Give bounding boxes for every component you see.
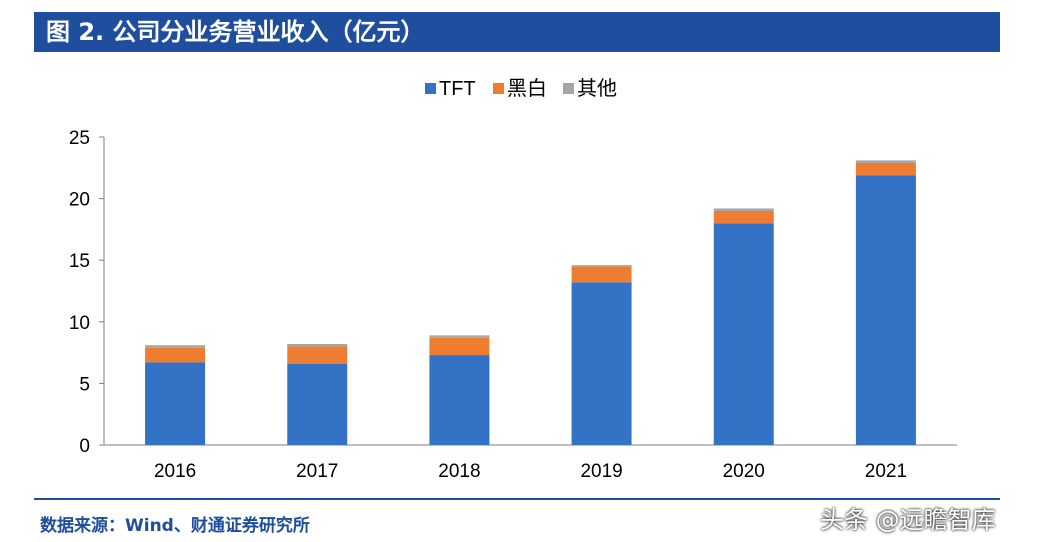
data-source-note: 数据来源：Wind、财通证券研究所 [40, 516, 310, 536]
chart-bars [145, 160, 916, 445]
x-tick-label: 2017 [296, 461, 338, 482]
y-tick-label: 20 [69, 190, 90, 211]
stacked-bar-chart: TFT 黑白 其他 0 5 10 15 20 25 2016 2017 2018 2019 2020 20… [69, 77, 957, 482]
bar-2021-其他 [855, 160, 916, 163]
bar-2018-TFT [429, 355, 490, 445]
watermark-text: 头条 @远瞻智库 [820, 506, 996, 534]
figure-title-bar: 图 2. 公司分业务营业收入（亿元） [34, 12, 1000, 52]
y-tick-label: 15 [69, 251, 90, 272]
bar-2019-TFT [571, 282, 632, 445]
bar-2017-其他 [287, 343, 348, 347]
bar-2017-TFT [287, 363, 348, 445]
figure-title: 图 2. 公司分业务营业收入（亿元） [46, 18, 425, 46]
y-tick-label: 5 [79, 374, 90, 395]
x-tick-label: 2021 [865, 461, 907, 482]
legend-label-其他: 其他 [577, 77, 617, 100]
legend-label-黑白: 黑白 [507, 77, 547, 100]
y-tick-label: 10 [69, 313, 90, 334]
x-tick-label: 2016 [154, 461, 196, 482]
bar-2021-黑白 [855, 162, 916, 176]
bar-2018-黑白 [429, 337, 490, 356]
bar-2016-TFT [145, 362, 206, 445]
bar-2017-黑白 [287, 346, 348, 364]
bar-2020-TFT [713, 223, 774, 445]
legend-swatch-TFT [425, 83, 436, 94]
chart-legend: TFT 黑白 其他 [425, 77, 617, 100]
bar-2018-其他 [429, 335, 490, 338]
x-tick-label: 2020 [723, 461, 765, 482]
legend-swatch-其他 [563, 83, 574, 94]
bar-2020-黑白 [713, 210, 774, 224]
y-tick-label: 0 [79, 436, 90, 457]
bar-2020-其他 [713, 208, 774, 211]
bar-2019-黑白 [571, 266, 632, 283]
bar-2019-其他 [571, 265, 632, 267]
legend-label-TFT: TFT [439, 78, 476, 100]
chart-axes: 0 5 10 15 20 25 2016 2017 2018 2019 2020 2021 [69, 128, 957, 482]
bar-2016-黑白 [145, 347, 206, 363]
x-tick-label: 2018 [438, 461, 480, 482]
x-tick-label: 2019 [580, 461, 622, 482]
legend-swatch-黑白 [493, 83, 504, 94]
y-tick-label: 25 [69, 128, 90, 149]
footer-divider [34, 498, 1000, 500]
bar-2021-TFT [855, 175, 916, 445]
bar-2016-其他 [145, 345, 206, 348]
